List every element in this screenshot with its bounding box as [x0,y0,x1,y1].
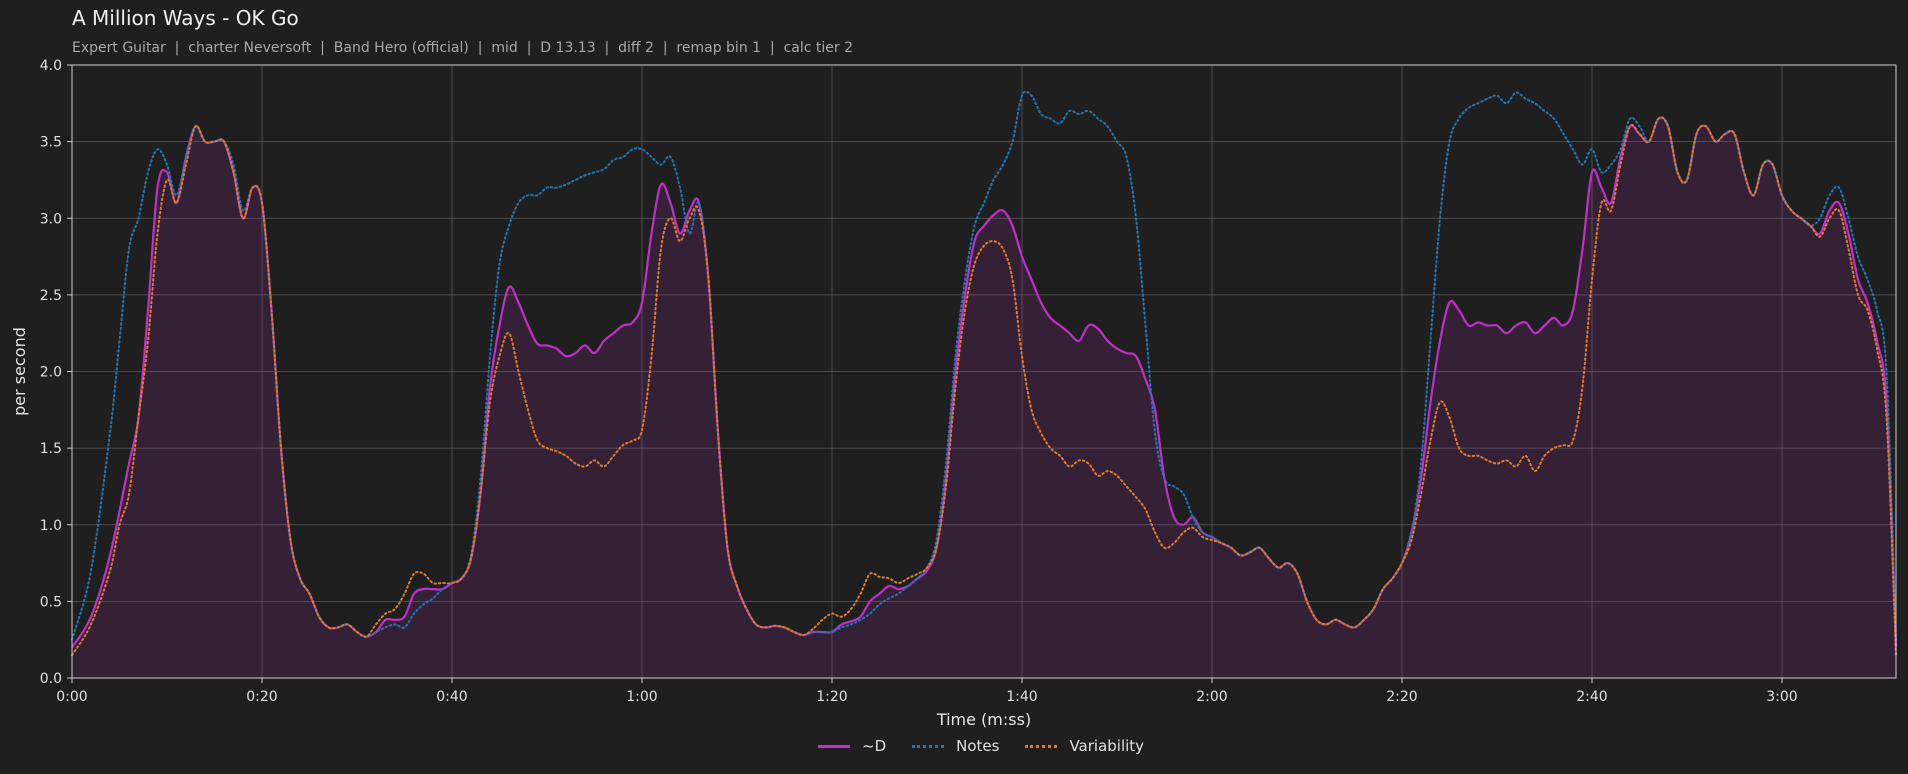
chart-subtitle: Expert Guitar | charter Neversoft | Band… [72,40,853,56]
legend-item-notes: Notes [912,737,999,755]
y-axis-label: per second [10,327,29,416]
legend-label-notes: Notes [956,737,1000,755]
x-tick-label: 2:00 [1196,689,1227,705]
x-tick-label: 0:20 [246,689,277,705]
series-line-notes [71,90,1897,641]
x-tick-label: 0:00 [56,689,87,705]
legend-swatch-notes [912,744,945,748]
y-tick-label: 2.5 [40,288,62,304]
legend-label-d: ~D [862,737,887,755]
legend-item-variability: Variability [1025,737,1144,755]
y-tick-label: 2.0 [40,365,62,381]
y-tick-label: 4.0 [40,58,62,74]
x-tick-label: 2:20 [1386,689,1417,705]
y-tick-label: 0.5 [40,594,62,610]
x-tick-label: 1:20 [816,689,847,705]
chart-title: A Million Ways - OK Go [72,6,299,30]
x-tick-label: 3:00 [1766,689,1797,705]
legend-swatch-d [818,744,850,748]
tick-layer: 0:00 0:20 0:40 1:00 1:20 1:40 2:00 2:20 2:40 3:00… [40,58,1798,705]
y-tick-label: 1.5 [40,441,62,457]
x-tick-label: 2:40 [1576,689,1607,705]
y-tick-label: 3.5 [40,135,62,151]
legend-swatch-variability [1025,744,1058,748]
y-tick-label: 0.0 [40,671,62,687]
x-tick-label: 1:00 [626,689,657,705]
y-tick-label: 1.0 [40,518,62,534]
series-line-d [71,116,1898,649]
series-line-variability [71,116,1897,656]
series-layer [71,90,1898,656]
series-fill-d [72,117,1896,679]
x-axis-label: Time (m:ss) [936,710,1031,729]
legend-label-variability: Variability [1069,737,1145,755]
y-tick-label: 3.0 [40,211,62,227]
fill-layer [72,117,1896,679]
x-tick-label: 0:40 [436,689,467,705]
x-tick-label: 1:40 [1006,689,1037,705]
legend-item-d: ~D [818,737,886,755]
legend: ~D Notes Variability [818,737,1170,755]
